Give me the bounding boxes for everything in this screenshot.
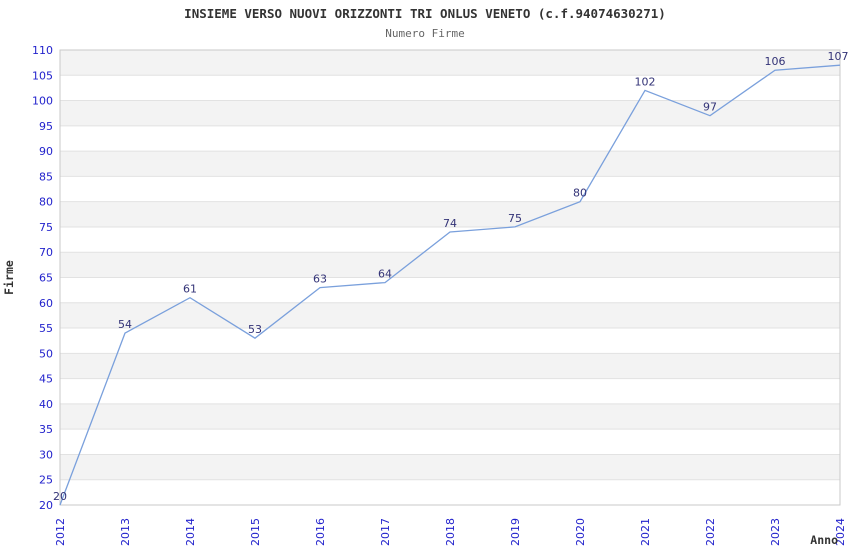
data-label: 74: [443, 217, 457, 230]
data-label: 53: [248, 323, 262, 336]
x-tick-label: 2016: [314, 518, 327, 546]
y-tick-label: 30: [39, 448, 53, 461]
y-tick-label: 25: [39, 474, 53, 487]
x-tick-label: 2019: [509, 518, 522, 546]
data-label: 63: [313, 273, 327, 286]
y-tick-label: 45: [39, 373, 53, 386]
y-tick-label: 65: [39, 272, 53, 285]
data-label: 54: [118, 318, 132, 331]
plot-band: [60, 50, 840, 76]
chart-title: INSIEME VERSO NUOVI ORIZZONTI TRI ONLUS …: [184, 6, 666, 21]
data-label: 75: [508, 212, 522, 225]
x-tick-label: 2018: [444, 518, 457, 546]
plot-band: [60, 403, 840, 430]
plot-bands: [60, 50, 840, 480]
y-tick-label: 50: [39, 347, 53, 360]
plot-band: [60, 100, 840, 126]
data-label: 80: [573, 187, 587, 200]
plot-band: [60, 302, 840, 329]
plot-band: [60, 151, 840, 177]
y-tick-label: 70: [39, 246, 53, 259]
chart-line: [59, 64, 841, 506]
x-tick-label: 2020: [574, 518, 587, 546]
y-tick-label: 85: [39, 170, 53, 183]
y-tick-label: 40: [39, 398, 53, 411]
data-labels: 20 54 61 53 63 64 74 75 80 102 97 106 107: [53, 50, 849, 503]
data-label: 97: [703, 101, 717, 114]
x-tick-label: 2023: [769, 518, 782, 546]
y-tick-label: 105: [32, 69, 53, 82]
y-tick-label: 80: [39, 196, 53, 209]
data-label: 20: [53, 490, 67, 503]
y-tick-label: 20: [39, 499, 53, 512]
data-label: 106: [765, 55, 786, 68]
y-tick-label: 75: [39, 221, 53, 234]
y-tick-label: 55: [39, 322, 53, 335]
x-tick-label: 2017: [379, 518, 392, 546]
y-tick-labels: 20 25 30 35 40 45 50 55 60 65 70 75 80 85 90 95 100 105 11…: [32, 44, 53, 512]
y-axis-label: Firme: [2, 260, 16, 295]
x-tick-label: 2015: [249, 518, 262, 546]
plot-band: [60, 252, 840, 278]
plot-band: [60, 201, 840, 227]
x-tick-label: 2024: [834, 518, 847, 546]
data-label: 61: [183, 283, 197, 296]
y-tick-label: 110: [32, 44, 53, 57]
data-label: 102: [635, 75, 656, 88]
chart-subtitle: Numero Firme: [385, 27, 465, 40]
x-axis-label: Anno: [810, 533, 838, 547]
data-label: 64: [378, 268, 392, 281]
x-tick-label: 2012: [54, 518, 67, 546]
data-label: 107: [828, 50, 849, 63]
y-tick-label: 90: [39, 145, 53, 158]
y-tick-label: 95: [39, 120, 53, 133]
plot-band: [60, 454, 840, 480]
x-tick-label: 2022: [704, 518, 717, 546]
x-tick-label: 2013: [119, 518, 132, 546]
x-tick-label: 2014: [184, 518, 197, 546]
y-tick-label: 100: [32, 95, 53, 108]
x-tick-label: 2021: [639, 518, 652, 546]
plot-border: [59, 49, 841, 506]
x-tick-labels: 2012 2013 2014 2015 2016 2017 2018 2019 2020 2021…: [54, 518, 847, 546]
y-tick-label: 60: [39, 297, 53, 310]
plot-band: [60, 353, 840, 379]
y-tick-label: 35: [39, 423, 53, 436]
